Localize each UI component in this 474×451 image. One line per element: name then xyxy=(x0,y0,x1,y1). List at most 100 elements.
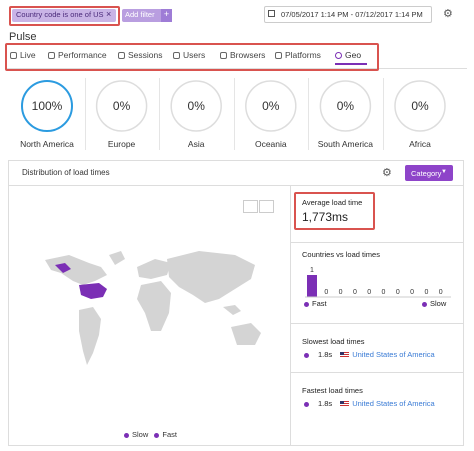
settings-icon[interactable]: ⚙ xyxy=(443,8,453,20)
tab[interactable]: Browsers xyxy=(220,50,265,60)
add-filter-text: Add filter xyxy=(125,10,155,19)
bar-label: 0 xyxy=(367,289,371,296)
tab-icon xyxy=(118,51,125,59)
mini-bar-chart: 1 0 0 0 0 0 0 0 0 0 xyxy=(305,267,451,298)
region-divider xyxy=(84,78,86,150)
highlight-box xyxy=(5,43,379,71)
chart-left-label: Fast xyxy=(304,299,327,308)
legend-label: Slow xyxy=(430,299,447,308)
category-button[interactable] xyxy=(405,165,453,181)
ring-value: 0% xyxy=(337,99,355,113)
tab-label: Sessions xyxy=(128,50,163,60)
section-divider xyxy=(291,323,464,324)
time: 1.8s xyxy=(318,350,333,359)
tab-icon xyxy=(48,51,55,59)
tab[interactable]: Live xyxy=(10,50,36,60)
ring-value: 0% xyxy=(113,99,131,113)
fastest-row: 1.8s United States of America xyxy=(304,399,435,408)
page-title: Pulse xyxy=(9,31,37,43)
legend-label: Fast xyxy=(312,299,327,308)
country-link[interactable]: United States of America xyxy=(352,350,435,359)
slowest-title: Slowest load times xyxy=(302,337,365,346)
region-label: North America xyxy=(20,139,74,149)
region-label: Europe xyxy=(107,139,136,149)
bar-label: 0 xyxy=(410,289,414,296)
panel-title: Distribution of load times xyxy=(22,168,110,177)
ring-progress xyxy=(21,80,73,132)
tab-icon xyxy=(335,51,342,59)
legend-label: Fast xyxy=(162,430,177,439)
tab-label: Users xyxy=(183,50,206,60)
tab-icon xyxy=(173,51,180,59)
add-filter[interactable] xyxy=(122,9,172,22)
country-link[interactable]: United States of America xyxy=(352,399,435,408)
region-label: Oceania xyxy=(254,139,287,149)
add-filter-plus: + xyxy=(161,9,172,22)
region-divider xyxy=(159,78,161,150)
region-rings: 100% 0% 0% 0% 0% 0% xyxy=(21,80,446,132)
tab[interactable]: Platforms xyxy=(275,50,321,60)
legend-dot xyxy=(124,432,129,438)
region-label: South America xyxy=(317,139,374,149)
tab[interactable]: Users xyxy=(173,50,205,60)
tab-icon xyxy=(275,51,282,59)
region-label: Africa xyxy=(409,139,431,149)
ring-track xyxy=(245,80,297,132)
dropdown-caret: ▼ xyxy=(441,169,447,175)
ring-value: 0% xyxy=(262,99,280,113)
region-divider xyxy=(308,78,310,150)
bar-label: 0 xyxy=(382,289,386,296)
fastest-title: Fastest load times xyxy=(302,386,363,395)
filter-chip[interactable] xyxy=(12,9,116,22)
bar-label: 0 xyxy=(339,289,343,296)
panel-settings[interactable]: ⚙ xyxy=(382,167,392,179)
highlight-box xyxy=(294,192,375,230)
legend-label: Slow xyxy=(132,430,149,439)
panel xyxy=(8,160,464,446)
chart-right-label: Slow xyxy=(422,299,446,308)
date-picker[interactable] xyxy=(264,6,432,23)
tab[interactable]: Performance xyxy=(48,50,107,60)
ring-value: 0% xyxy=(188,99,206,113)
ring-track xyxy=(95,80,148,132)
bar-label: 0 xyxy=(324,289,328,296)
average-value: 1,773ms xyxy=(302,210,349,224)
column-divider xyxy=(290,186,291,446)
average-title: Average load time xyxy=(302,198,363,207)
ring-value: 0% xyxy=(411,99,429,113)
highlight-box xyxy=(9,6,120,26)
region-divider xyxy=(383,78,384,150)
filter-chip-text: Country code is one of US xyxy=(16,10,104,19)
ring-track xyxy=(394,80,446,132)
region-divider xyxy=(233,78,235,150)
chart-title: Countries vs load times xyxy=(302,250,380,259)
map-tool[interactable] xyxy=(243,200,258,213)
panel-header-divider xyxy=(8,185,464,186)
tab[interactable]: Geo xyxy=(335,50,361,60)
tab-icon xyxy=(10,51,17,59)
tab[interactable]: Sessions xyxy=(118,50,163,60)
ring-value: 100% xyxy=(32,99,63,113)
ring-track xyxy=(319,80,372,132)
date-range: 07/05/2017 1:14 PM - 07/12/2017 1:14 PM xyxy=(281,10,423,19)
time: 1.8s xyxy=(318,399,333,408)
active-tab-underline xyxy=(335,63,367,65)
tab-icon xyxy=(220,51,227,59)
section-divider xyxy=(291,372,464,373)
bar xyxy=(307,275,317,297)
region-label: Asia xyxy=(187,139,205,149)
map-tool[interactable] xyxy=(259,200,274,213)
tab-label: Live xyxy=(20,50,36,60)
tab-divider xyxy=(5,68,467,69)
bar-label: 0 xyxy=(439,289,443,296)
remove-filter[interactable]: × xyxy=(106,9,112,19)
world-map xyxy=(45,251,261,365)
bar-label: 1 xyxy=(310,267,314,274)
tab-label: Geo xyxy=(345,50,362,60)
section-divider xyxy=(291,242,464,243)
tab-label: Browsers xyxy=(230,50,266,60)
map-legend: Slow Fast xyxy=(124,430,177,439)
slowest-row: 1.8s United States of America xyxy=(304,350,435,359)
bar-label: 0 xyxy=(353,289,357,296)
